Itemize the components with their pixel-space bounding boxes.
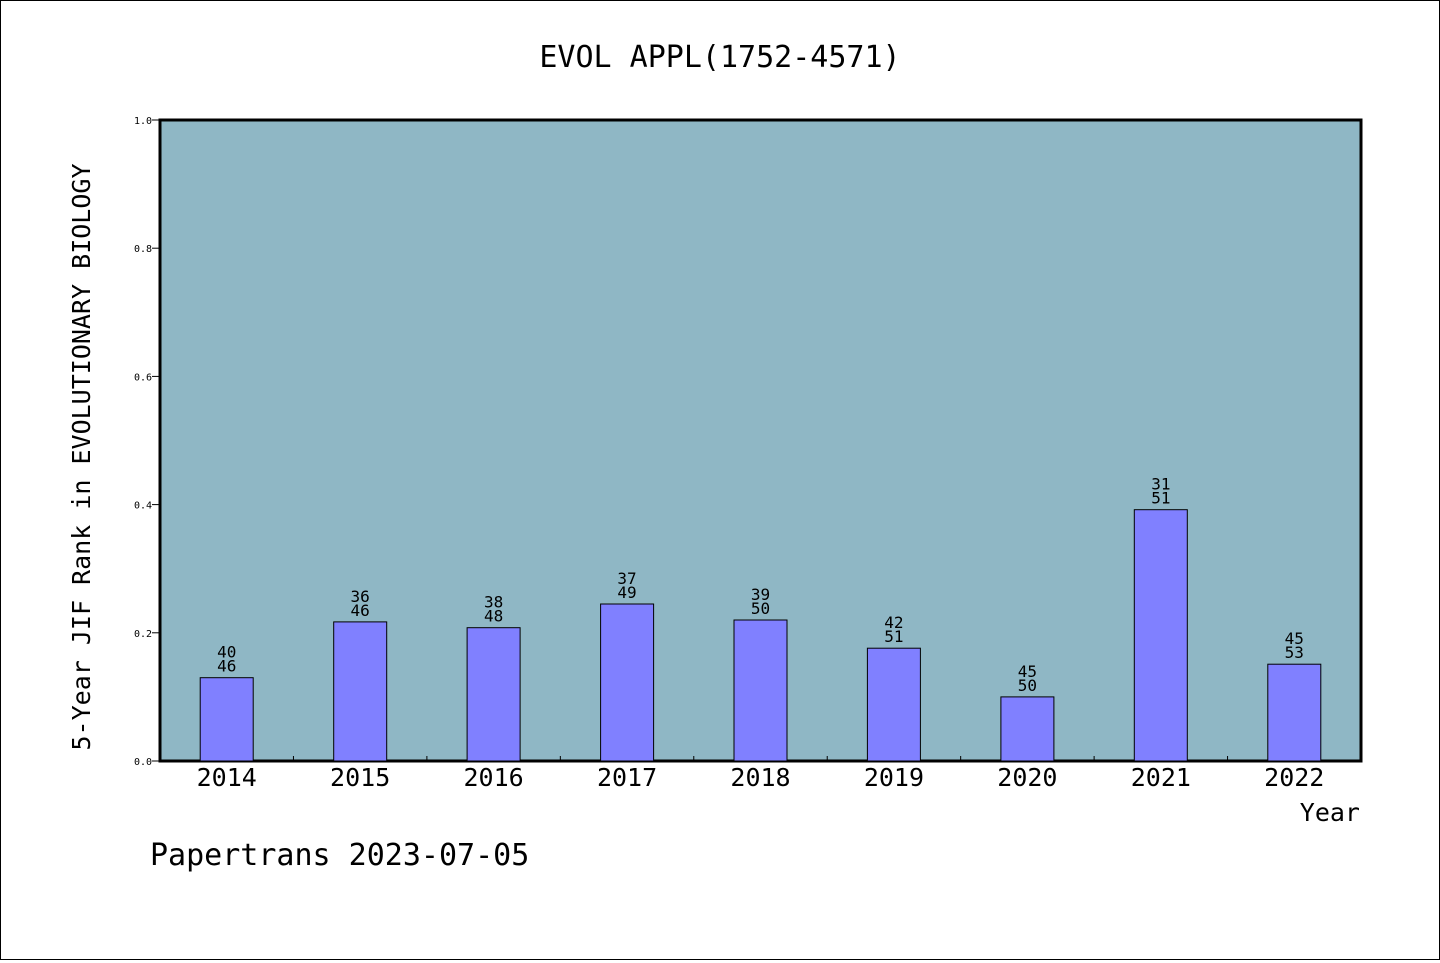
data-label-total-2017: 49	[617, 583, 636, 602]
y-tick-label-0.4: 0.4	[134, 501, 152, 512]
data-label-total-2022: 53	[1285, 643, 1304, 662]
bar-2020	[1000, 696, 1055, 762]
bar-2015	[333, 621, 388, 762]
x-tick-label-2017: 2017	[597, 763, 657, 792]
x-tick-label-2016: 2016	[464, 763, 524, 792]
data-label-rank-2020: 45	[1018, 662, 1037, 681]
data-label-rank-2018: 39	[751, 585, 770, 604]
data-label-rank-2022: 45	[1285, 629, 1304, 648]
data-label-rank-2016: 38	[484, 593, 503, 612]
y-tick-label-1.0: 1.0	[134, 116, 152, 127]
data-label-total-2015: 46	[351, 601, 370, 620]
data-label-total-2014: 46	[217, 657, 236, 676]
data-label-total-2020: 50	[1018, 676, 1037, 695]
data-label-total-2018: 50	[751, 599, 770, 618]
y-tick-label-0.6: 0.6	[134, 372, 152, 383]
bar-2014	[199, 677, 254, 762]
chart-title: EVOL APPL(1752-4571)	[539, 40, 900, 75]
x-tick-label-2015: 2015	[330, 763, 390, 792]
bar-2018	[733, 619, 788, 762]
data-label-rank-2015: 36	[351, 587, 370, 606]
data-label-total-2019: 51	[884, 627, 903, 646]
data-label-rank-2014: 40	[217, 643, 236, 662]
bar-2016	[466, 627, 521, 762]
bar-2019	[866, 647, 921, 762]
data-label-rank-2021: 31	[1151, 475, 1170, 494]
y-axis-label: 5-Year JIF Rank in EVOLUTIONARY BIOLOGY	[67, 164, 96, 751]
footer-text: Papertrans 2023-07-05	[150, 838, 529, 873]
x-tick-label-2018: 2018	[730, 763, 790, 792]
y-tick-label-0.8: 0.8	[134, 244, 152, 255]
y-tick-label-0.0: 0.0	[134, 757, 152, 768]
data-label-total-2021: 51	[1151, 489, 1170, 508]
x-tick-label-2019: 2019	[864, 763, 924, 792]
data-label-rank-2017: 37	[617, 569, 636, 588]
bars-group	[199, 509, 1322, 762]
x-tick-label-2020: 2020	[997, 763, 1057, 792]
x-tick-label-2022: 2022	[1264, 763, 1324, 792]
x-tick-label-2014: 2014	[197, 763, 257, 792]
data-label-total-2016: 48	[484, 607, 503, 626]
bar-2022	[1267, 663, 1322, 762]
ticks-group	[152, 119, 1229, 762]
bar-2021	[1133, 509, 1188, 762]
x-tick-label-2021: 2021	[1131, 763, 1191, 792]
data-label-rank-2019: 42	[884, 613, 903, 632]
x-axis-label: Year	[1300, 798, 1360, 827]
y-tick-label-0.2: 0.2	[134, 629, 152, 640]
labels-group: 4046201436462015384820163749201739502018…	[134, 116, 1324, 792]
bar-2017	[600, 603, 655, 762]
